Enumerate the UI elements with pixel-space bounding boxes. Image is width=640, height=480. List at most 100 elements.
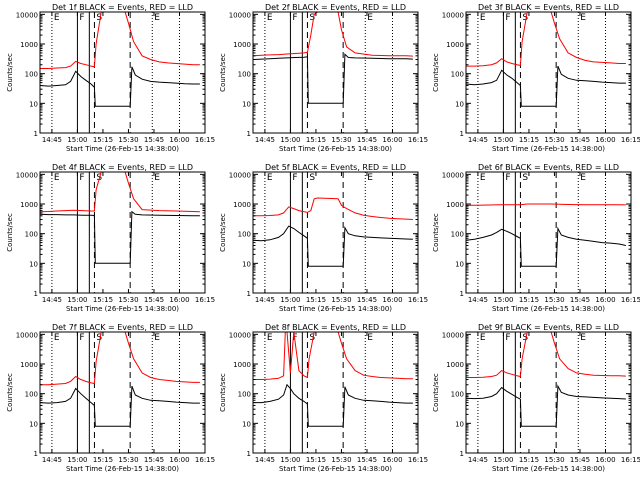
y-tick-label: 100 [451,391,464,399]
panel-title: Det 4f BLACK = Events, RED = LLD [52,163,193,172]
y-tick-label: 100 [238,231,251,239]
y-tick-label: 10000 [16,171,38,179]
x-tick-label: 16:00 [595,456,615,464]
x-tick-label: 15:45 [570,296,590,304]
x-axis-label: Start Time (26-Feb-15 14:38:00) [66,145,179,153]
x-axis-label: Start Time (26-Feb-15 14:38:00) [66,465,179,473]
x-tick-label: 15:15 [306,136,326,144]
y-axis-label: Counts/sec [219,213,227,252]
y-tick-label: 1000 [446,41,464,49]
events-series-line [253,53,413,104]
y-tick-label: 10000 [229,331,251,339]
event-marker-label: S [309,13,315,23]
lld-series-line [466,203,626,206]
event-marker-label: F [505,333,510,343]
plot-frame [39,171,206,294]
y-tick-label: 100 [25,391,38,399]
y-tick-label: 1 [460,450,464,458]
x-tick-label: 16:15 [195,296,215,304]
x-tick-label: 15:45 [570,456,590,464]
event-marker-label: E [367,13,373,23]
x-tick-label: 16:15 [621,456,640,464]
y-axis-label: Counts/sec [432,53,440,92]
x-tick-label: 16:15 [408,456,428,464]
y-tick-label: 10 [242,420,251,428]
event-marker-label: S [309,173,315,183]
y-tick-label: 100 [25,231,38,239]
x-tick-label: 15:30 [544,136,564,144]
x-tick-label: 16:00 [595,136,615,144]
y-tick-label: 10000 [16,11,38,19]
y-tick-label: 1000 [446,201,464,209]
y-axis-label: Counts/sec [432,213,440,252]
event-marker-label: E [367,173,373,183]
events-series-line [253,225,413,267]
y-axis-label: Counts/sec [219,53,227,92]
event-marker-label: F [292,13,297,23]
y-tick-label: 100 [451,231,464,239]
event-marker-label: E [367,333,373,343]
event-marker-label: F [505,173,510,183]
x-axis-label: Start Time (26-Feb-15 14:38:00) [279,305,392,313]
event-marker-label: E [154,173,160,183]
x-axis-label: Start Time (26-Feb-15 14:38:00) [492,465,605,473]
x-tick-label: 14:45 [468,456,488,464]
x-tick-label: 14:45 [42,456,62,464]
y-tick-label: 10000 [229,171,251,179]
panel-title: Det 5f BLACK = Events, RED = LLD [265,163,406,172]
events-series-line [466,226,627,267]
y-tick-label: 100 [25,71,38,79]
x-tick-label: 16:15 [408,296,428,304]
event-marker-label: E [154,13,160,23]
lld-series-line [40,172,200,213]
event-marker-label: E [54,333,60,343]
y-tick-label: 1000 [446,361,464,369]
event-marker-label: F [79,173,84,183]
x-tick-label: 14:45 [468,296,488,304]
lld-series-line [253,332,413,380]
x-tick-label: 15:15 [519,296,539,304]
y-tick-label: 10000 [16,331,38,339]
panel-title: Det 8f BLACK = Events, RED = LLD [265,323,406,332]
x-tick-label: 16:00 [169,456,189,464]
event-marker-label: E [580,173,586,183]
plot-frame [465,331,632,454]
panel-title: Det 2f BLACK = Events, RED = LLD [265,3,406,12]
y-tick-label: 10 [29,420,38,428]
y-tick-label: 100 [238,391,251,399]
x-tick-label: 15:45 [357,456,377,464]
plot-frame [39,11,206,134]
y-tick-label: 100 [238,71,251,79]
x-tick-label: 15:30 [331,296,351,304]
plot-frame [252,11,419,134]
x-tick-label: 16:15 [621,136,640,144]
event-marker-label: S [96,333,102,343]
x-tick-label: 16:15 [195,456,215,464]
y-tick-label: 100 [451,71,464,79]
y-axis-label: Counts/sec [219,373,227,412]
y-tick-label: 1 [34,290,38,298]
events-series-line [40,385,200,427]
y-tick-label: 10000 [442,11,464,19]
y-tick-label: 1 [247,450,251,458]
panel-title: Det 7f BLACK = Events, RED = LLD [52,323,193,332]
x-axis-label: Start Time (26-Feb-15 14:38:00) [492,145,605,153]
x-tick-label: 15:00 [493,456,513,464]
lld-series-line [253,197,413,220]
plot-frame [465,11,632,134]
x-tick-label: 15:45 [570,136,590,144]
y-tick-label: 1 [460,290,464,298]
y-tick-label: 1 [460,130,464,138]
y-tick-label: 1000 [233,41,251,49]
event-marker-label: F [79,333,84,343]
lld-series-line [253,12,413,57]
x-tick-label: 16:00 [382,136,402,144]
y-tick-label: 1000 [20,361,38,369]
event-marker-label: E [580,333,586,343]
x-tick-label: 15:30 [331,456,351,464]
